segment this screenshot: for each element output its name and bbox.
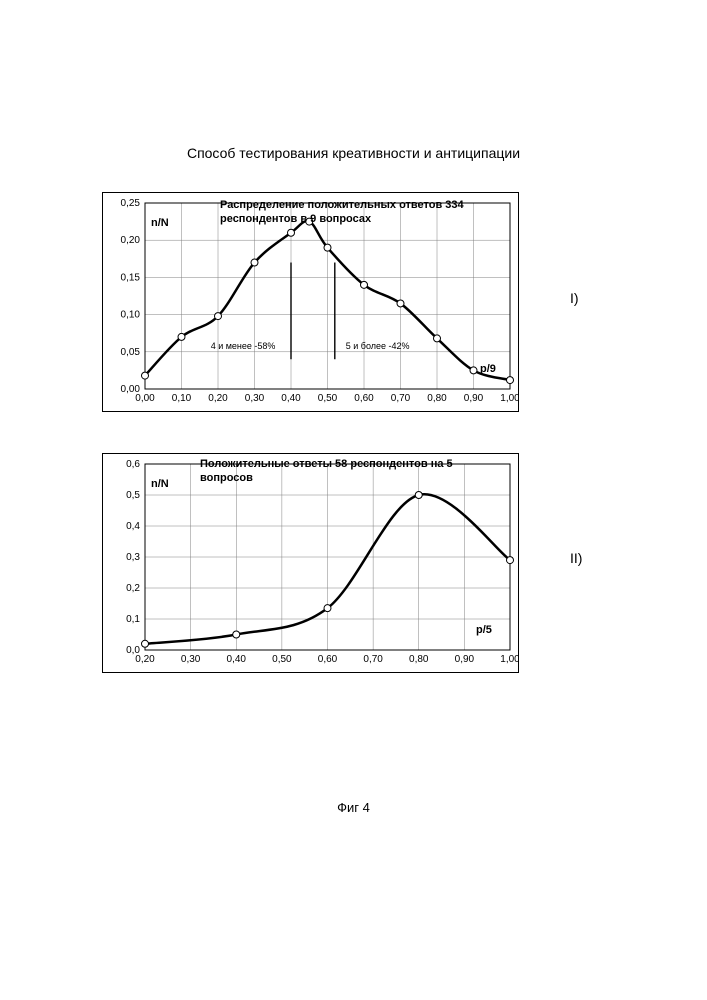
svg-text:0,40: 0,40 xyxy=(281,393,301,404)
figure-caption: Фиг 4 xyxy=(0,800,707,815)
svg-text:0,4: 0,4 xyxy=(126,521,140,532)
chart-1-annot-right: 5 и более -42% xyxy=(346,341,410,351)
svg-text:0,90: 0,90 xyxy=(455,654,475,665)
chart-1-frame: 0,000,050,100,150,200,250,000,100,200,30… xyxy=(102,192,519,412)
chart-1-title: Распределение положительных ответов 334 … xyxy=(220,199,480,227)
svg-text:0,10: 0,10 xyxy=(172,393,192,404)
svg-text:0,25: 0,25 xyxy=(121,198,141,209)
svg-text:0,60: 0,60 xyxy=(318,654,338,665)
svg-text:0,60: 0,60 xyxy=(354,393,374,404)
svg-text:0,30: 0,30 xyxy=(245,393,265,404)
svg-text:1,00: 1,00 xyxy=(500,654,518,665)
chart-1-roman: I) xyxy=(570,290,579,306)
svg-text:0,10: 0,10 xyxy=(121,310,141,321)
chart-1-ylabel: n/N xyxy=(151,217,169,229)
svg-text:0,50: 0,50 xyxy=(272,654,292,665)
chart-2-title: Положительные ответы 58 респондентов на … xyxy=(200,458,490,486)
page: Способ тестирования креативности и антиц… xyxy=(0,0,707,1000)
svg-text:0,50: 0,50 xyxy=(318,393,338,404)
svg-text:0,40: 0,40 xyxy=(227,654,247,665)
svg-text:0,20: 0,20 xyxy=(135,654,155,665)
svg-text:0,20: 0,20 xyxy=(121,235,141,246)
svg-text:0,2: 0,2 xyxy=(126,583,140,594)
chart-2-xlabel: p/5 xyxy=(476,624,492,636)
svg-text:0,80: 0,80 xyxy=(427,393,447,404)
svg-text:0,30: 0,30 xyxy=(181,654,201,665)
chart-2-frame: 0,00,10,20,30,40,50,60,200,300,400,500,6… xyxy=(102,453,519,673)
chart-1-annot-left: 4 и менее -58% xyxy=(211,341,276,351)
svg-text:0,70: 0,70 xyxy=(363,654,383,665)
page-title: Способ тестирования креативности и антиц… xyxy=(0,145,707,161)
chart-1-xlabel: p/9 xyxy=(480,363,496,375)
svg-text:0,05: 0,05 xyxy=(121,347,141,358)
svg-text:0,6: 0,6 xyxy=(126,459,140,470)
svg-text:0,5: 0,5 xyxy=(126,490,140,501)
svg-text:1,00: 1,00 xyxy=(500,393,518,404)
chart-2-roman: II) xyxy=(570,550,582,566)
svg-text:0,20: 0,20 xyxy=(208,393,228,404)
svg-text:0,3: 0,3 xyxy=(126,552,140,563)
chart-2-ylabel: n/N xyxy=(151,478,169,490)
svg-text:0,1: 0,1 xyxy=(126,614,140,625)
svg-text:0,80: 0,80 xyxy=(409,654,429,665)
svg-text:0,00: 0,00 xyxy=(135,393,155,404)
svg-text:0,90: 0,90 xyxy=(464,393,484,404)
svg-text:0,15: 0,15 xyxy=(121,272,141,283)
svg-text:0,70: 0,70 xyxy=(391,393,411,404)
